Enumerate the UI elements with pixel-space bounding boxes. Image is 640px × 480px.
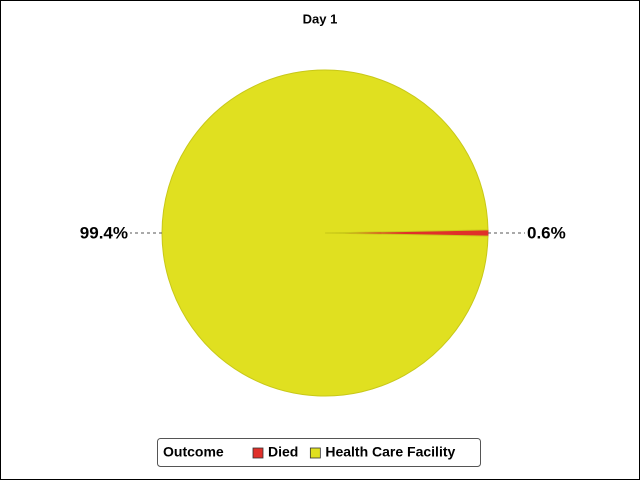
chart-title: Day 1 bbox=[303, 11, 338, 26]
legend-swatch bbox=[252, 447, 264, 459]
data-label: 99.4% bbox=[80, 223, 128, 242]
legend-label: Died bbox=[268, 444, 298, 460]
legend-swatch bbox=[309, 447, 321, 459]
data-label: 0.6% bbox=[527, 223, 566, 242]
legend-label: Health Care Facility bbox=[325, 444, 455, 460]
legend-title: Outcome bbox=[163, 444, 224, 460]
